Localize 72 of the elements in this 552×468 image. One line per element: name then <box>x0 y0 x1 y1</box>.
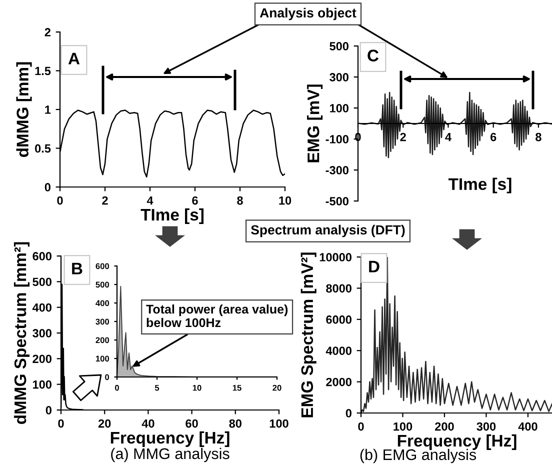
y-tick-label: 200 <box>96 337 110 344</box>
x-tick-label: 100 <box>270 419 288 428</box>
y-tick-label: 6000 <box>326 315 352 324</box>
x-tick-label: 400 <box>518 422 538 431</box>
y-tick-label: 300 <box>32 329 52 338</box>
y-tick-label: 300 <box>330 73 348 82</box>
y-tick-label: 100 <box>330 104 348 112</box>
y-tick-label: 0.5 <box>35 144 51 153</box>
y-tick-label: 1.5 <box>35 66 51 76</box>
y-tick-label: 300 <box>96 318 110 325</box>
y-tick-label: 500 <box>330 42 348 50</box>
annotation: C <box>368 50 379 62</box>
x-tick-label: 8 <box>237 196 243 205</box>
x-tick-label: 0 <box>115 384 119 391</box>
x-tick-label: 4 <box>146 196 154 205</box>
x-tick-label: 6 <box>490 132 496 142</box>
y-tick-label: 400 <box>96 300 110 306</box>
y-tick-label: 0 <box>105 374 110 380</box>
y-tick-label: 4000 <box>326 346 352 355</box>
y-tick-label: 2 <box>44 28 50 36</box>
y-tick-label: 400 <box>32 303 52 312</box>
y-tick-label: 0 <box>46 406 52 414</box>
y-tick-label: 2000 <box>326 378 352 386</box>
y-tick-label: 500 <box>96 282 110 288</box>
text: Analysis object <box>260 8 356 20</box>
x-tick-label: 8 <box>536 132 542 142</box>
x-tick-label: 5 <box>154 384 160 391</box>
y-tick-label: 1 <box>45 106 51 114</box>
annotation: B <box>72 262 82 274</box>
text: (a) MMG analysis <box>111 448 230 462</box>
x-tick-label: 0 <box>58 419 64 428</box>
x-tick-label: 60 <box>186 419 198 428</box>
x-tick-label: 80 <box>229 419 242 428</box>
x-tick-label: 15 <box>232 384 242 391</box>
text: (b) EMG analysis <box>360 448 476 464</box>
x-tick-label: 6 <box>192 196 198 205</box>
y-tick-label: -100 <box>326 135 348 144</box>
y-axis-title: EMG [mV] <box>307 84 323 162</box>
y-axis-title: dMMG Spectrum [mm²] <box>14 242 30 424</box>
x-axis-title: TIme [s] <box>140 208 204 224</box>
x-tick-label: 0 <box>57 196 63 205</box>
x-tick-label: 10 <box>192 384 202 391</box>
x-tick-label: 2 <box>400 132 406 142</box>
x-tick-label: 20 <box>272 384 282 391</box>
x-axis-title: Frequency [Hz] <box>110 431 230 447</box>
x-axis-title: Frequency [Hz] <box>398 434 516 450</box>
x-tick-label: 4 <box>445 132 452 142</box>
y-tick-label: 200 <box>32 354 52 364</box>
y-tick-label: 10000 <box>320 253 352 262</box>
x-tick-label: 100 <box>394 422 412 431</box>
text: Spectrum analysis (DFT) <box>251 224 405 238</box>
y-tick-label: 600 <box>96 263 110 270</box>
y-tick-label: 600 <box>32 252 52 260</box>
y-tick-label: 0 <box>346 409 352 418</box>
y-tick-label: 100 <box>96 356 110 362</box>
y-tick-label: 8000 <box>326 284 352 293</box>
y-axis-title: EMG Spectrum [mV²] <box>300 252 316 418</box>
annotation: Total power (area value) below 100Hz <box>146 304 288 328</box>
x-tick-label: 300 <box>476 422 496 431</box>
x-tick-label: 10 <box>279 196 292 205</box>
y-tick-label: -300 <box>326 166 348 174</box>
annotation: D <box>369 260 380 272</box>
x-axis-title: TIme [s] <box>448 178 512 194</box>
annotation: A <box>68 52 80 64</box>
x-tick-label: 200 <box>435 422 454 431</box>
y-axis-title: dMMG [mm] <box>16 62 32 157</box>
y-tick-label: 500 <box>32 278 52 286</box>
x-tick-label: 40 <box>142 419 154 428</box>
x-tick-label: 20 <box>98 419 111 428</box>
y-tick-label: 0 <box>44 183 50 192</box>
y-tick-label: -500 <box>326 197 348 206</box>
x-tick-label: 0 <box>358 422 364 431</box>
